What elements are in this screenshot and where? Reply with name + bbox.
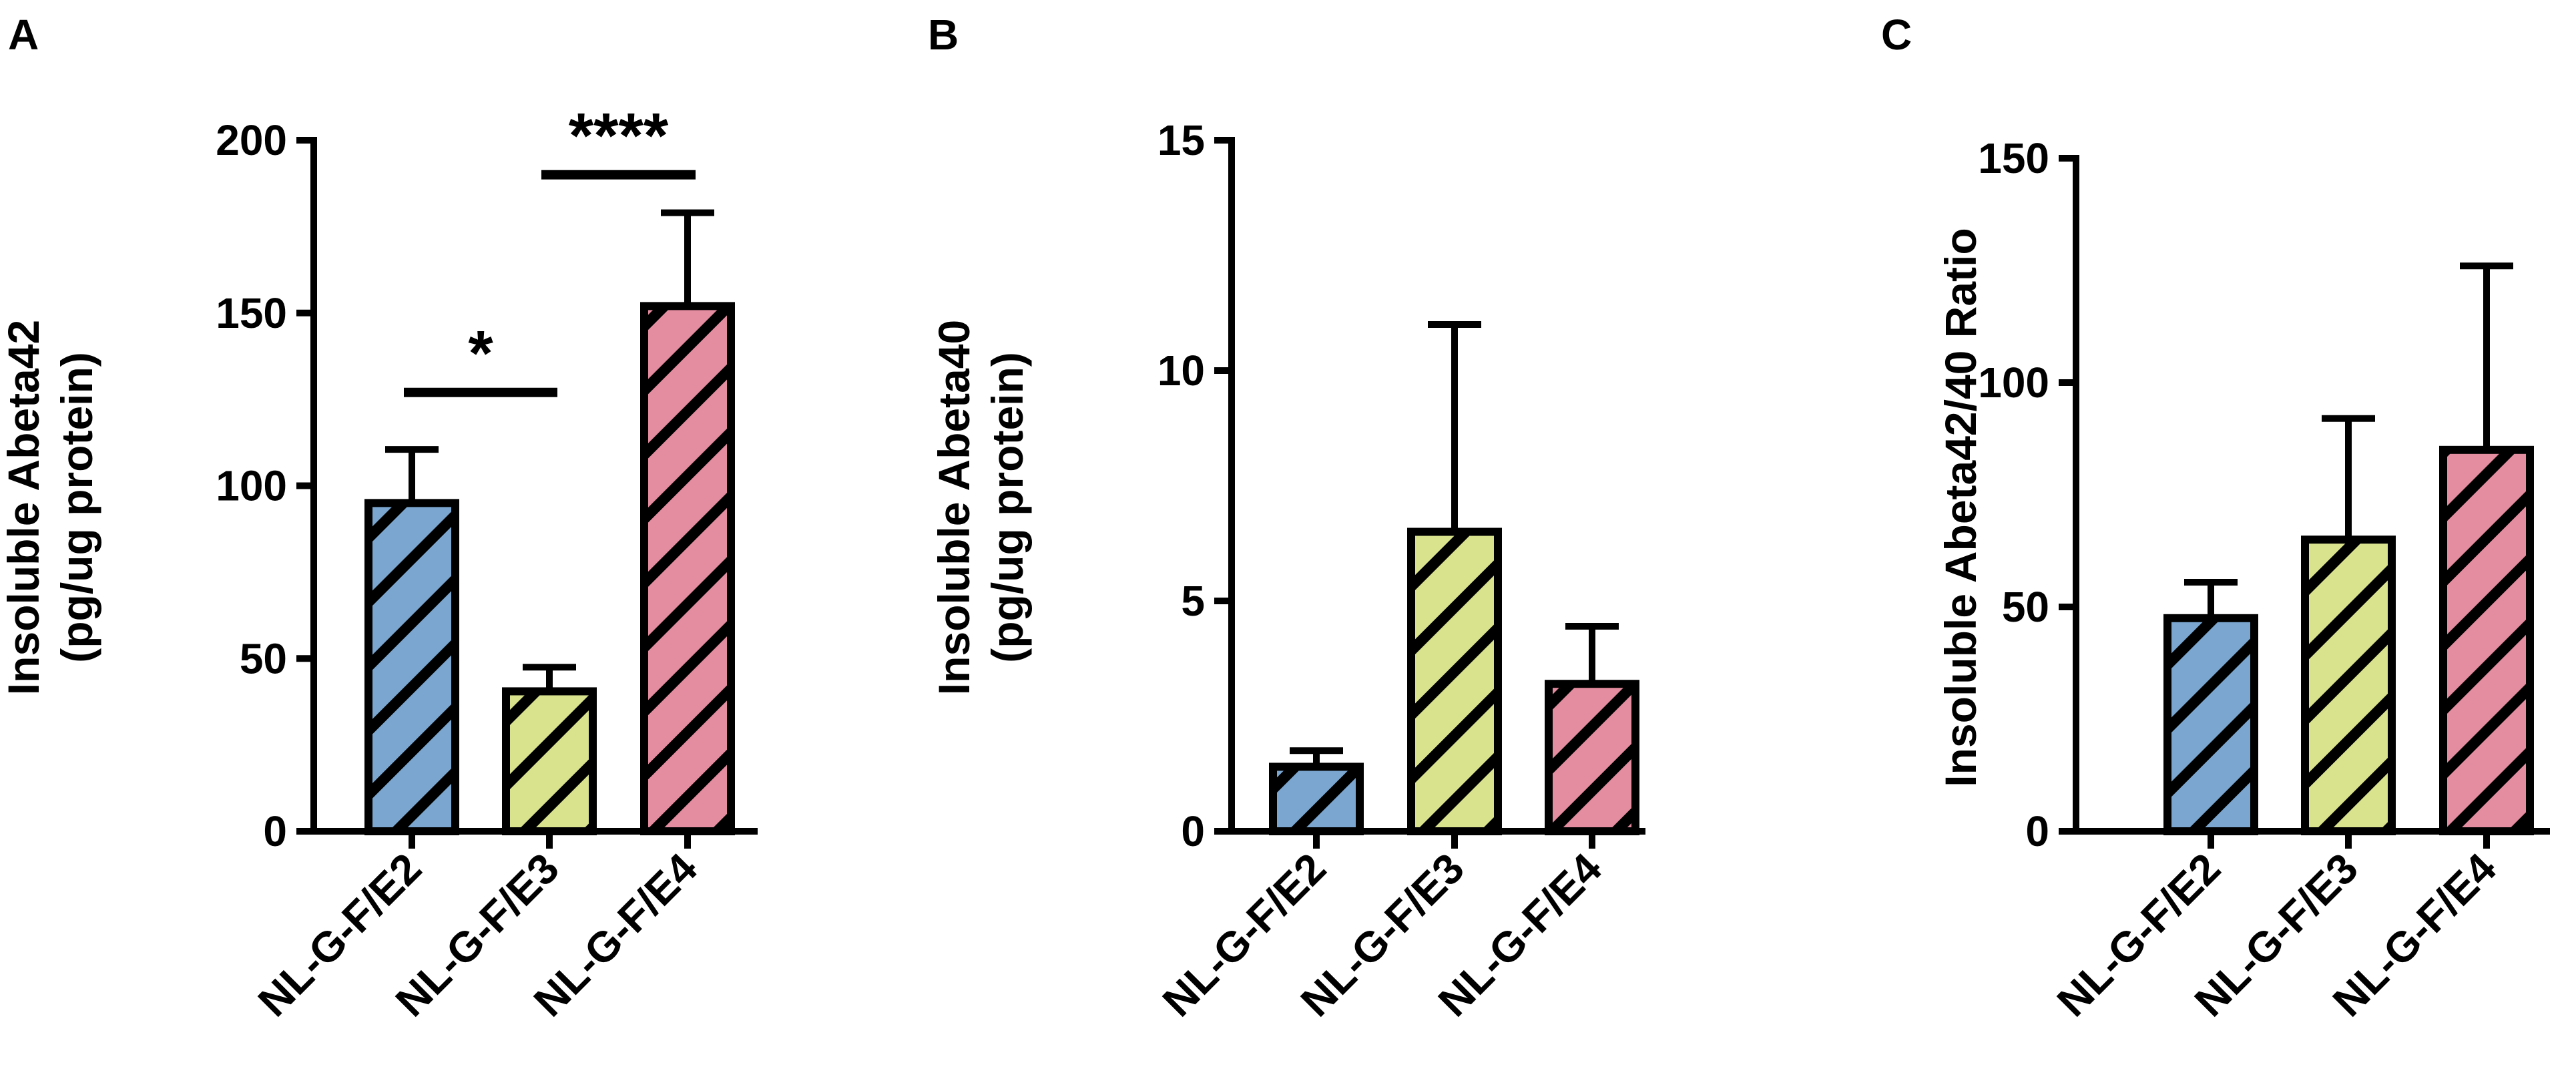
y-axis-label: Insoluble Abeta42/40 Ratio <box>1936 228 1985 787</box>
y-tick-label: 50 <box>2002 583 2049 631</box>
y-tick-label: 50 <box>240 634 287 682</box>
significance-labels: * **** <box>468 100 669 389</box>
y-axis-label-line1: Insoluble Abeta42/40 Ratio <box>1936 228 1985 787</box>
y-axis-label-line2: (pg/ug protein) <box>52 352 101 663</box>
y-axis-label-line1: Insoluble Abeta42 <box>0 320 48 695</box>
y-tick-label: 15 <box>1157 116 1205 164</box>
x-axis-categories: NL-G-F/E2 NL-G-F/E3 NL-G-F/E4 <box>2048 844 2505 1026</box>
y-tick-label: 0 <box>1181 807 1205 855</box>
significance-label: **** <box>569 100 669 172</box>
y-tick-label: 0 <box>2025 807 2049 855</box>
y-axis-label: Insoluble Abeta40 (pg/ug protein) <box>929 320 1032 695</box>
bar <box>1269 763 1364 836</box>
y-axis-label: Insoluble Abeta42 (pg/ug protein) <box>0 320 101 695</box>
y-tick-label: 10 <box>1157 347 1205 395</box>
bar <box>502 687 597 835</box>
y-axis-ticks: 0 50 100 150 <box>1978 134 2049 855</box>
bar <box>1407 527 1502 835</box>
x-axis-categories: NL-G-F/E2 NL-G-F/E3 NL-G-F/E4 <box>1153 844 1611 1026</box>
panel-letter: A <box>8 11 39 59</box>
panel-a: A Insoluble Abeta42 (pg/ug protein) 0 50… <box>0 11 758 1026</box>
panel-letter: B <box>928 11 959 59</box>
y-axis-label-line1: Insoluble Abeta40 <box>929 320 979 695</box>
y-axis-label-line2: (pg/ug protein) <box>983 352 1032 663</box>
y-tick-label: 150 <box>1978 134 2049 182</box>
bar <box>1545 680 1639 835</box>
y-axis-ticks: 0 5 10 15 <box>1157 116 1205 855</box>
bar <box>2163 614 2258 835</box>
y-tick-label: 100 <box>216 462 287 510</box>
y-tick-label: 150 <box>216 289 287 337</box>
y-tick-label: 200 <box>216 116 287 164</box>
y-tick-label: 100 <box>1978 359 2049 407</box>
panel-letter: C <box>1881 11 1912 59</box>
bar <box>640 302 735 835</box>
x-axis-categories: NL-G-F/E2 NL-G-F/E3 NL-G-F/E4 <box>249 844 706 1026</box>
bar <box>364 499 459 835</box>
y-tick-label: 5 <box>1181 577 1205 625</box>
panel-b: B Insoluble Abeta40 (pg/ug protein) 0 5 … <box>928 11 1645 1026</box>
bar <box>2301 535 2396 835</box>
panel-c: C Insoluble Abeta42/40 Ratio 0 50 100 15… <box>1881 11 2550 1026</box>
y-axis-ticks: 0 50 100 150 200 <box>216 116 287 855</box>
significance-label: * <box>468 318 493 389</box>
y-tick-label: 0 <box>263 807 287 855</box>
bar <box>2439 445 2534 835</box>
